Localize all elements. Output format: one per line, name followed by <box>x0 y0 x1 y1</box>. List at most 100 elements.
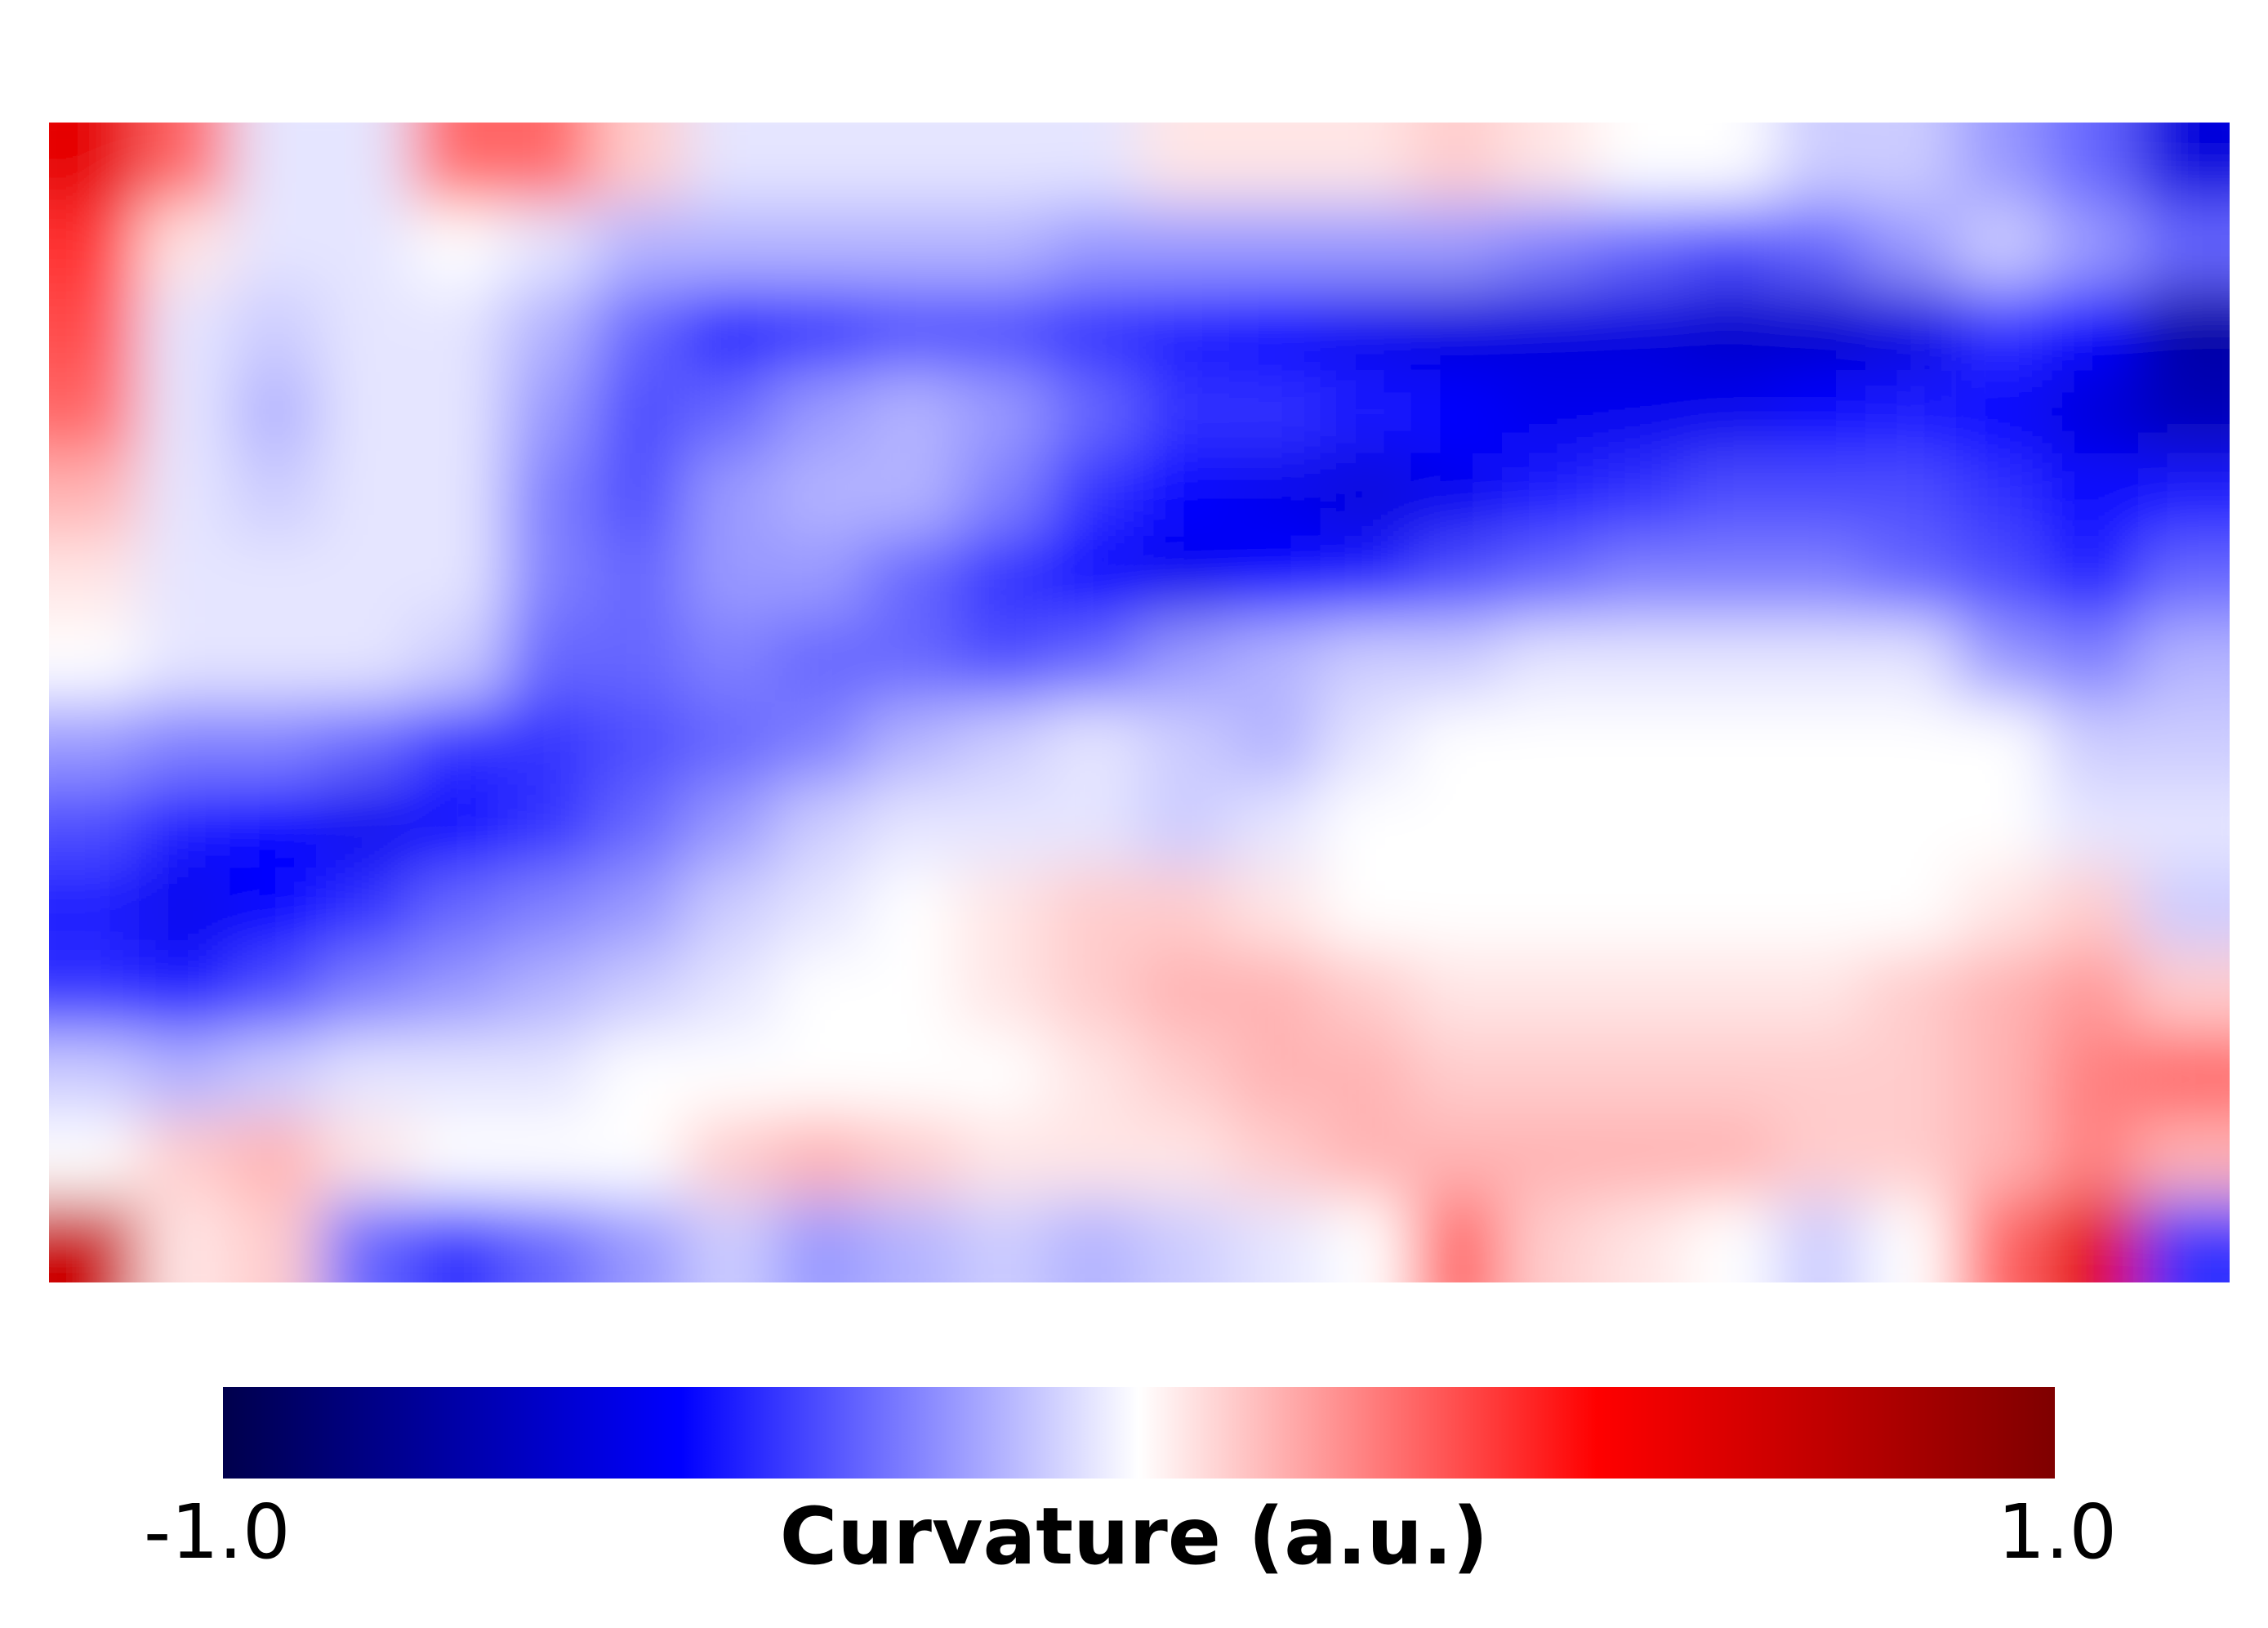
heatmap-cell <box>2047 536 2140 621</box>
heatmap-cell <box>1683 287 1776 372</box>
heatmap-cell <box>956 618 1049 703</box>
heatmap-cell <box>1956 618 2049 703</box>
heatmap-cell <box>956 1198 1049 1282</box>
heatmap-cell <box>1320 123 1413 207</box>
heatmap-cell <box>1956 370 2049 455</box>
heatmap-cell <box>49 1198 141 1282</box>
colorbar-title: Curvature (a.u.) <box>779 1491 1489 1582</box>
heatmap-cell <box>1410 204 1504 289</box>
heatmap-cell <box>1683 204 1776 289</box>
heatmap-cell <box>229 702 323 787</box>
heatmap-cell <box>139 867 232 952</box>
heatmap-cell <box>775 123 868 207</box>
heatmap-cell <box>1229 370 1322 455</box>
heatmap-cell <box>956 1116 1049 1201</box>
heatmap-cell <box>775 618 868 703</box>
heatmap-cell <box>1865 618 1958 703</box>
heatmap-cell <box>1410 618 1504 703</box>
heatmap-cell <box>1502 702 1595 787</box>
heatmap-cell <box>1138 950 1232 1035</box>
heatmap-cell <box>2137 950 2230 1035</box>
heatmap-cell <box>866 370 959 455</box>
heatmap-cell <box>2137 784 2230 869</box>
colorbar-gradient <box>223 1387 2055 1479</box>
heatmap-cell <box>139 1033 232 1118</box>
heatmap-cell <box>1047 1033 1140 1118</box>
heatmap-cell <box>2047 867 2140 952</box>
heatmap-cell <box>1320 950 1413 1035</box>
heatmap-cell <box>2047 1116 2140 1201</box>
heatmap-cell <box>1410 950 1504 1035</box>
heatmap-cell <box>139 702 232 787</box>
heatmap-cell <box>1229 287 1322 372</box>
heatmap-cell <box>1774 784 1867 869</box>
heatmap-cell <box>1502 618 1595 703</box>
heatmap-cell <box>1138 536 1232 621</box>
heatmap-cell <box>1229 123 1322 207</box>
heatmap-cell <box>1683 618 1776 703</box>
heatmap-cell <box>139 204 232 289</box>
heatmap-cell <box>320 1198 413 1282</box>
heatmap-cell <box>49 1033 141 1118</box>
heatmap-cell <box>1410 536 1504 621</box>
heatmap-cell <box>2047 702 2140 787</box>
heatmap-cell <box>1410 287 1504 372</box>
heatmap-cell <box>1774 204 1867 289</box>
heatmap-cell <box>1229 867 1322 952</box>
heatmap-cell <box>1956 1198 2049 1282</box>
heatmap-cell <box>49 287 141 372</box>
heatmap-cell <box>775 784 868 869</box>
heatmap-cell <box>49 784 141 869</box>
heatmap-cell <box>320 950 413 1035</box>
heatmap-cell <box>956 370 1049 455</box>
heatmap-cell <box>1047 618 1140 703</box>
heatmap-cell <box>684 1116 777 1201</box>
heatmap-cell <box>1047 370 1140 455</box>
heatmap-cell <box>139 453 232 538</box>
heatmap-cell <box>1865 867 1958 952</box>
heatmap-cell <box>1320 702 1413 787</box>
heatmap-cell <box>1593 784 1686 869</box>
heatmap-cell <box>1047 287 1140 372</box>
heatmap-cell <box>684 784 777 869</box>
heatmap-cell <box>1683 1116 1776 1201</box>
heatmap-cell <box>684 1033 777 1118</box>
heatmap-cell <box>1320 287 1413 372</box>
heatmap-cell <box>684 453 777 538</box>
heatmap-cell <box>49 123 141 207</box>
heatmap-cell <box>1410 123 1504 207</box>
heatmap-cell <box>412 287 505 372</box>
heatmap-cell <box>502 123 595 207</box>
heatmap-cell <box>1683 453 1776 538</box>
heatmap-cell <box>139 536 232 621</box>
heatmap-cell <box>1774 123 1867 207</box>
heatmap-cell <box>1502 204 1595 289</box>
heatmap-cell <box>593 702 686 787</box>
heatmap-cell <box>1956 702 2049 787</box>
heatmap-cell <box>956 867 1049 952</box>
heatmap-cell <box>866 618 959 703</box>
heatmap-cell <box>412 453 505 538</box>
heatmap-cell <box>593 1198 686 1282</box>
heatmap-cell <box>1683 867 1776 952</box>
heatmap-cell <box>775 536 868 621</box>
heatmap-cell <box>502 536 595 621</box>
heatmap-cell <box>684 287 777 372</box>
heatmap-cell <box>593 950 686 1035</box>
heatmap-cell <box>593 453 686 538</box>
heatmap-cell <box>775 287 868 372</box>
heatmap-cell <box>229 950 323 1035</box>
heatmap-cell <box>866 123 959 207</box>
heatmap-cell <box>1683 950 1776 1035</box>
heatmap-cell <box>684 950 777 1035</box>
heatmap-cell <box>1047 1116 1140 1201</box>
heatmap-cell <box>1683 1198 1776 1282</box>
heatmap-cell <box>229 784 323 869</box>
heatmap-cell <box>1593 287 1686 372</box>
heatmap-cell <box>1956 287 2049 372</box>
heatmap-cell <box>1774 1198 1867 1282</box>
heatmap-cell <box>684 123 777 207</box>
heatmap-cell <box>775 1033 868 1118</box>
heatmap-cell <box>1138 618 1232 703</box>
heatmap-cell <box>2137 536 2230 621</box>
